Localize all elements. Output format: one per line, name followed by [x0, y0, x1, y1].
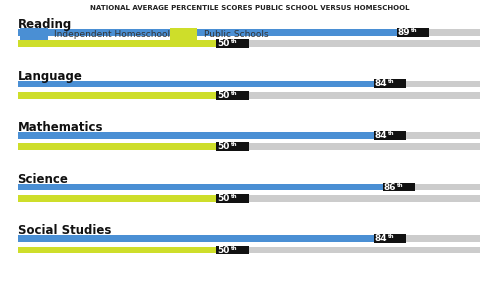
Text: th: th — [230, 91, 237, 96]
Bar — [216, 39, 249, 48]
Text: th: th — [230, 142, 237, 147]
Text: th: th — [230, 194, 237, 199]
Text: th: th — [388, 234, 394, 239]
Bar — [374, 80, 406, 88]
Bar — [18, 29, 480, 36]
Text: th: th — [230, 246, 237, 250]
Bar — [18, 40, 480, 47]
Bar — [18, 29, 429, 36]
Bar — [18, 80, 406, 87]
Text: 50: 50 — [218, 91, 230, 100]
Text: Language: Language — [18, 70, 82, 83]
Bar — [18, 132, 480, 139]
Text: NATIONAL AVERAGE PERCENTILE SCORES PUBLIC SCHOOL VERSUS HOMESCHOOL: NATIONAL AVERAGE PERCENTILE SCORES PUBLI… — [90, 5, 410, 11]
Bar — [18, 143, 480, 150]
Bar — [18, 92, 480, 99]
Text: Mathematics: Mathematics — [18, 121, 103, 134]
Bar — [216, 91, 249, 100]
Bar — [374, 234, 406, 243]
Text: Public Schools: Public Schools — [204, 30, 268, 39]
Bar — [18, 184, 415, 190]
Bar — [20, 28, 48, 40]
Bar — [18, 92, 249, 99]
Bar — [18, 143, 249, 150]
Text: th: th — [411, 28, 418, 33]
Bar — [170, 28, 198, 40]
Bar — [18, 195, 480, 202]
Bar — [18, 184, 480, 190]
Text: Independent Homeschooling: Independent Homeschooling — [54, 30, 184, 39]
Text: 50: 50 — [218, 245, 230, 254]
Text: 84: 84 — [374, 234, 387, 243]
Bar — [216, 142, 249, 151]
Text: Social Studies: Social Studies — [18, 224, 111, 238]
Text: 89: 89 — [398, 28, 410, 37]
Text: 50: 50 — [218, 142, 230, 151]
Text: th: th — [230, 39, 237, 44]
Text: Science: Science — [18, 173, 68, 186]
Bar — [18, 247, 249, 254]
Bar — [383, 183, 415, 191]
Text: 86: 86 — [384, 183, 396, 192]
Bar — [18, 132, 406, 139]
Text: 50: 50 — [218, 39, 230, 48]
Bar — [18, 80, 480, 87]
Bar — [18, 235, 480, 242]
Bar — [374, 131, 406, 140]
Bar — [18, 40, 249, 47]
Bar — [216, 194, 249, 203]
Text: EDUCATION LEVEL OF HOMESCHOOLED PARENTS: EDUCATION LEVEL OF HOMESCHOOLED PARENTS — [12, 282, 280, 292]
Bar — [18, 235, 406, 242]
Text: th: th — [388, 131, 394, 136]
Bar — [396, 28, 429, 37]
Bar — [216, 246, 249, 254]
Text: Reading: Reading — [18, 18, 72, 31]
Text: th: th — [397, 183, 404, 188]
Text: 84: 84 — [374, 131, 387, 140]
Text: 50: 50 — [218, 194, 230, 203]
Bar — [18, 195, 249, 202]
Bar — [18, 247, 480, 254]
Text: 84: 84 — [374, 80, 387, 88]
Text: th: th — [388, 80, 394, 84]
